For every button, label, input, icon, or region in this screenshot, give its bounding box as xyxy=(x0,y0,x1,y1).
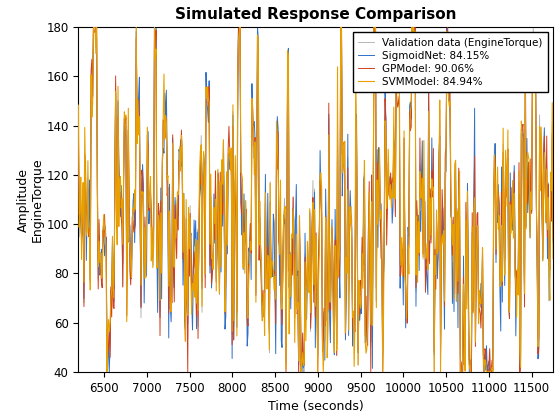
Validation data (EngineTorque) xyxy=(291,244,297,249)
SVMModel: 84.94%: (6.53e+03, 40): 84.94%: (6.53e+03, 40) xyxy=(104,369,110,374)
Line: Validation data (EngineTorque): Validation data (EngineTorque) xyxy=(78,27,553,372)
Validation data (EngineTorque) xyxy=(356,292,363,297)
SigmoidNet: 84.15%: (6.2e+03, 124): 84.15%: (6.2e+03, 124) xyxy=(75,163,82,168)
GPModel: 90.06%: (8.73e+03, 61.9): 90.06%: (8.73e+03, 61.9) xyxy=(291,315,298,320)
SigmoidNet: 84.15%: (9.92e+03, 153): 84.15%: (9.92e+03, 153) xyxy=(394,91,400,96)
SVMModel: 84.94%: (9.49e+03, 68.5): 84.94%: (9.49e+03, 68.5) xyxy=(356,299,363,304)
Validation data (EngineTorque) xyxy=(75,118,82,123)
SigmoidNet: 84.15%: (8.73e+03, 70.9): 84.15%: (8.73e+03, 70.9) xyxy=(291,293,298,298)
SigmoidNet: 84.15%: (6.56e+03, 40): 84.15%: (6.56e+03, 40) xyxy=(106,369,113,374)
Validation data (EngineTorque) xyxy=(550,241,557,246)
Validation data (EngineTorque) xyxy=(434,260,441,265)
GPModel: 90.06%: (1.04e+04, 91.4): 90.06%: (1.04e+04, 91.4) xyxy=(434,243,441,248)
SigmoidNet: 84.15%: (9.49e+03, 60.9): 84.15%: (9.49e+03, 60.9) xyxy=(356,318,363,323)
SigmoidNet: 84.15%: (1.04e+04, 77.8): 84.15%: (1.04e+04, 77.8) xyxy=(434,276,441,281)
SVMModel: 84.94%: (8.73e+03, 51.9): 84.94%: (8.73e+03, 51.9) xyxy=(291,340,298,345)
Y-axis label: EngineTorque: EngineTorque xyxy=(31,157,44,242)
GPModel: 90.06%: (9.49e+03, 63.1): 90.06%: (9.49e+03, 63.1) xyxy=(356,312,363,318)
Validation data (EngineTorque) xyxy=(90,25,97,30)
GPModel: 90.06%: (1.18e+04, 93.4): 90.06%: (1.18e+04, 93.4) xyxy=(550,238,557,243)
Validation data (EngineTorque) xyxy=(394,88,400,93)
GPModel: 90.06%: (9.92e+03, 151): 90.06%: (9.92e+03, 151) xyxy=(394,97,400,102)
GPModel: 90.06%: (7.48e+03, 40): 90.06%: (7.48e+03, 40) xyxy=(184,369,191,374)
Text: Amplitude: Amplitude xyxy=(17,168,30,231)
SVMModel: 84.94%: (9.92e+03, 154): 84.94%: (9.92e+03, 154) xyxy=(394,89,400,94)
Title: Simulated Response Comparison: Simulated Response Comparison xyxy=(175,7,456,22)
SVMModel: 84.94%: (7.65e+03, 66.6): 84.94%: (7.65e+03, 66.6) xyxy=(199,304,206,309)
Validation data (EngineTorque) xyxy=(198,133,204,138)
SigmoidNet: 84.15%: (7.65e+03, 73.8): 84.15%: (7.65e+03, 73.8) xyxy=(199,286,206,291)
Validation data (EngineTorque) xyxy=(295,369,302,374)
GPModel: 90.06%: (6.2e+03, 140): 90.06%: (6.2e+03, 140) xyxy=(75,123,82,128)
SVMModel: 84.94%: (1.18e+04, 86): 84.94%: (1.18e+04, 86) xyxy=(550,256,557,261)
SigmoidNet: 84.15%: (7.2e+03, 129): 84.15%: (7.2e+03, 129) xyxy=(161,150,167,155)
Line: GPModel: 90.06%: GPModel: 90.06% xyxy=(78,27,553,372)
Line: SigmoidNet: 84.15%: SigmoidNet: 84.15% xyxy=(78,27,553,372)
X-axis label: Time (seconds): Time (seconds) xyxy=(268,400,363,413)
GPModel: 90.06%: (6.38e+03, 180): 90.06%: (6.38e+03, 180) xyxy=(90,25,97,30)
Validation data (EngineTorque) xyxy=(160,120,166,125)
GPModel: 90.06%: (7.19e+03, 142): 90.06%: (7.19e+03, 142) xyxy=(160,117,166,122)
SVMModel: 84.94%: (6.2e+03, 148): 84.94%: (6.2e+03, 148) xyxy=(75,102,82,108)
SVMModel: 84.94%: (6.38e+03, 180): 84.94%: (6.38e+03, 180) xyxy=(90,25,97,30)
SigmoidNet: 84.15%: (6.38e+03, 180): 84.15%: (6.38e+03, 180) xyxy=(90,25,97,30)
Line: SVMModel: 84.94%: SVMModel: 84.94% xyxy=(78,27,553,372)
GPModel: 90.06%: (7.65e+03, 76.5): 90.06%: (7.65e+03, 76.5) xyxy=(199,279,206,284)
Legend: Validation data (EngineTorque), SigmoidNet: 84.15%, GPModel: 90.06%, SVMModel: 8: Validation data (EngineTorque), SigmoidN… xyxy=(353,32,548,92)
SigmoidNet: 84.15%: (1.18e+04, 98.3): 84.15%: (1.18e+04, 98.3) xyxy=(550,226,557,231)
SVMModel: 84.94%: (1.04e+04, 87.9): 84.94%: (1.04e+04, 87.9) xyxy=(434,252,441,257)
SVMModel: 84.94%: (7.2e+03, 161): 84.94%: (7.2e+03, 161) xyxy=(161,71,167,76)
